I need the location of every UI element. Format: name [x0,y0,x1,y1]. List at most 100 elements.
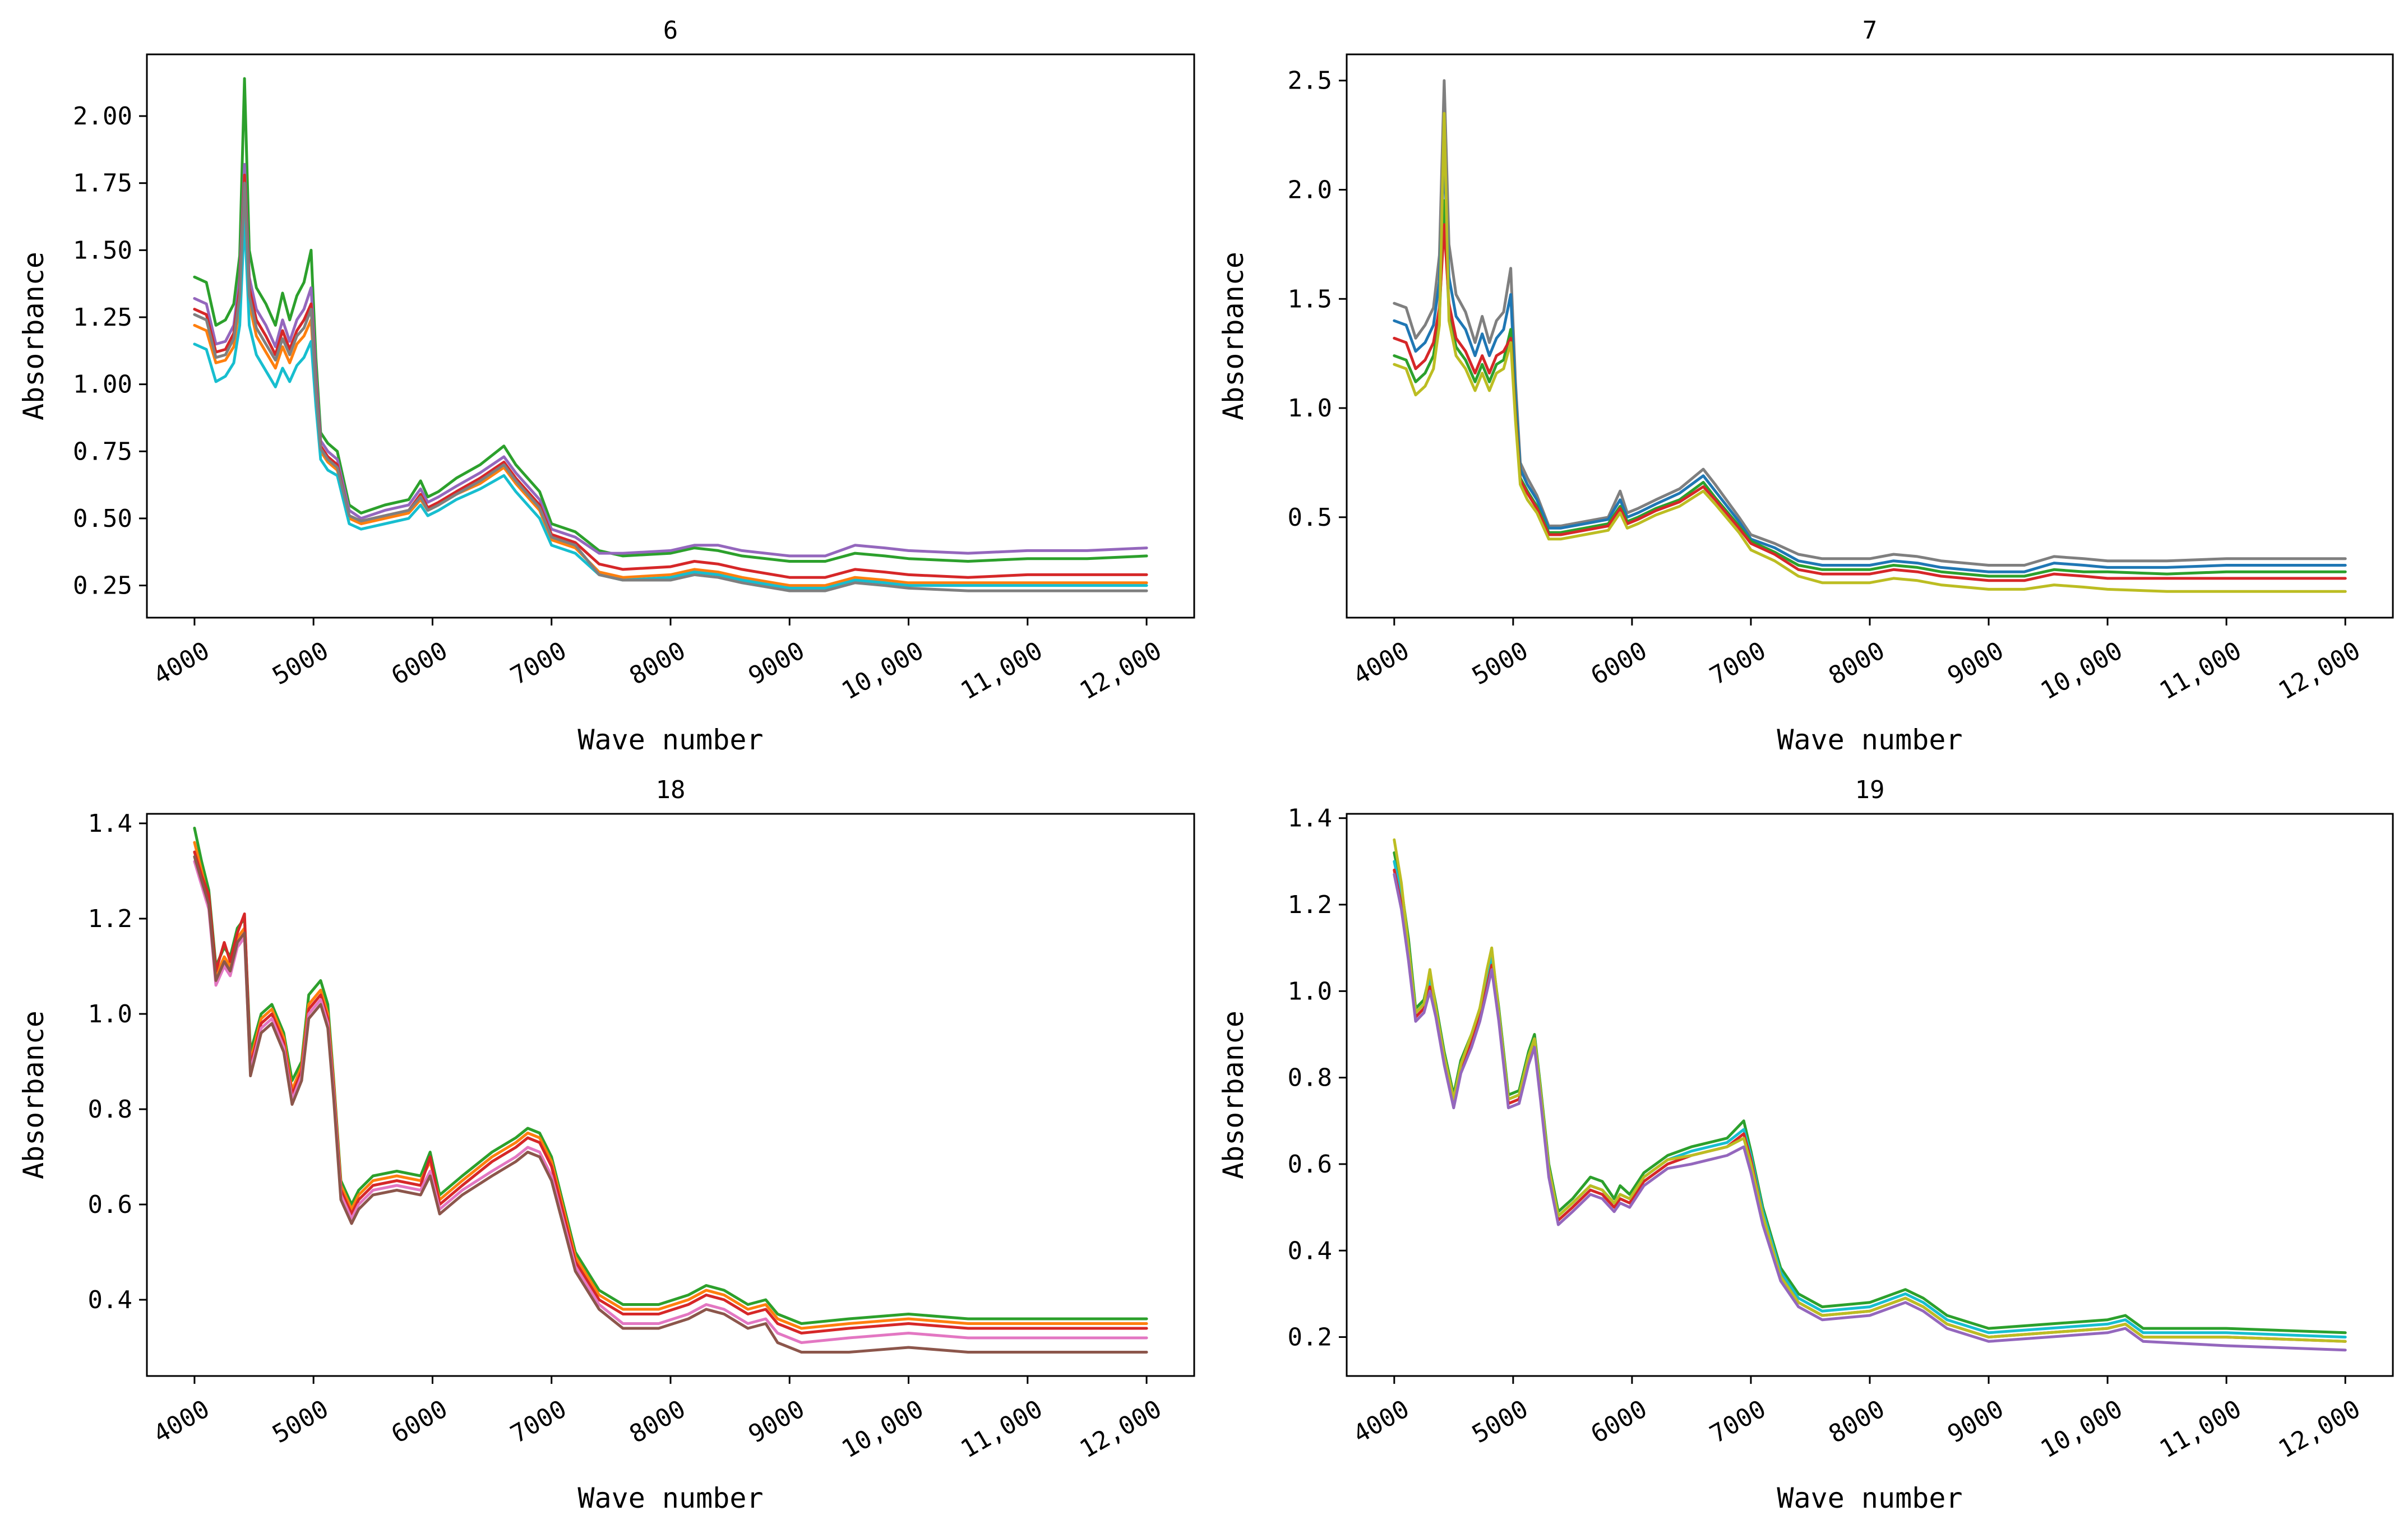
series-line-s4 [193,189,1148,587]
panel-18: 18 4000 5000 6000 7000 8000 9000 10,000 11,000 12… [17,776,1195,1514]
x-tick-label: 6000 [387,1394,452,1449]
y-tick-label: 0.5 [1288,503,1332,532]
y-tick-label: 0.50 [73,504,132,533]
y-tick-label: 0.6 [1288,1150,1332,1179]
x-tick-label: 9000 [1943,636,2008,691]
x-tick-label: 10,000 [2036,636,2127,706]
y-tick-label: 1.2 [88,905,132,933]
x-tick-label: 6000 [1586,636,1652,691]
chart-title: 6 [663,16,678,45]
y-tick-label: 0.4 [1288,1236,1332,1265]
x-tick-label: 9000 [1943,1394,2008,1449]
y-tick-label: 1.5 [1288,285,1332,313]
series-group [1393,79,2347,593]
series-line-s3 [1393,199,2347,578]
x-tick-label: 11,000 [956,636,1047,706]
series-line-s6 [193,182,1148,592]
series-line-s1 [1393,79,2347,567]
x-tick-label: 11,000 [2155,1394,2246,1464]
x-tick-label: 4000 [149,636,214,691]
y-tick-label: 0.6 [88,1190,132,1219]
y-axis-label: Absorbance [17,1011,50,1179]
y-tick-label: 0.4 [88,1286,132,1314]
y-axis-label: Absorbance [17,252,50,420]
x-tick-label: 4000 [1348,1394,1414,1449]
y-axis-label: Absorbance [1217,1011,1250,1179]
y-tick-label: 1.4 [88,809,132,838]
plot-frame [1346,53,2394,619]
x-axis-label: Wave number [1777,724,1962,756]
x-tick-label: 12,000 [2274,636,2365,706]
series-line-s2 [1393,860,2347,1339]
series-line-s5 [1393,873,2347,1352]
x-tick-label: 6000 [387,636,452,691]
plot-frame [146,813,1195,1377]
chart-title: 7 [1862,16,1878,45]
x-tick-label: 9000 [744,636,810,691]
y-tick-label: 1.4 [1288,804,1332,833]
series-line-s3 [1393,868,2347,1343]
x-tick-label: 5000 [267,636,333,691]
series-line-s1 [193,77,1148,563]
x-tick-label: 6000 [1586,1394,1652,1449]
series-line-s1 [1393,851,2347,1335]
y-tick-label: 0.2 [1288,1323,1332,1352]
y-tick-label: 0.25 [73,572,132,600]
x-tick-label: 5000 [267,1394,333,1449]
series-line-s2 [193,841,1148,1330]
y-tick-label: 1.0 [88,1000,132,1028]
series-line-s2 [193,163,1148,558]
y-axis-label: Absorbance [1217,252,1250,420]
y-tick-label: 2.00 [73,102,132,131]
y-tick-label: 0.8 [1288,1064,1332,1092]
plot-frame [1346,813,2394,1377]
series-group [1393,838,2347,1352]
x-tick-label: 11,000 [2155,636,2246,706]
x-tick-label: 10,000 [837,636,928,706]
x-tick-label: 8000 [625,636,690,691]
x-axis-label: Wave number [577,724,763,756]
series-line-s3 [193,850,1148,1335]
x-tick-label: 8000 [625,1394,690,1449]
x-tick-label: 8000 [1824,1394,1889,1449]
series-line-s2 [1393,155,2347,573]
chart-title: 19 [1855,776,1885,804]
series-group [193,827,1148,1354]
y-tick-label: 0.75 [73,437,132,466]
y-tick-label: 1.0 [1288,977,1332,1006]
y-tick-label: 1.2 [1288,891,1332,919]
x-tick-label: 7000 [1705,1394,1771,1449]
series-group [193,77,1148,592]
y-tick-label: 1.25 [73,303,132,332]
series-line-s1 [193,827,1148,1325]
panel-7: 7 4000 5000 6000 7000 8000 9000 10,000 11,000 12,… [1217,16,2394,756]
y-tick-label: 0.8 [88,1095,132,1124]
y-tick-label: 1.0 [1288,394,1332,423]
x-tick-label: 5000 [1467,1394,1533,1449]
y-tick-label: 1.75 [73,169,132,198]
chart-title: 18 [656,776,686,804]
x-tick-label: 4000 [149,1394,214,1449]
y-tick-label: 1.50 [73,236,132,265]
series-line-s4 [193,860,1148,1344]
x-tick-label: 10,000 [837,1394,928,1464]
series-line-s5 [193,855,1148,1354]
x-tick-label: 11,000 [956,1394,1047,1464]
series-line-s5 [193,216,1148,590]
panel-6: 6 4000 5000 6000 7000 8000 9000 10,000 11,000 12,… [17,16,1195,756]
x-tick-label: 5000 [1467,636,1533,691]
series-line-s5 [1393,112,2347,593]
x-tick-label: 8000 [1824,636,1889,691]
x-tick-label: 12,000 [2274,1394,2365,1464]
x-axis-label: Wave number [577,1482,763,1514]
panel-19: 19 4000 5000 6000 7000 8000 9000 10,000 11,000 12… [1217,776,2394,1514]
x-tick-label: 12,000 [1075,1394,1166,1464]
x-tick-label: 4000 [1348,636,1414,691]
series-line-s4 [1393,223,2347,582]
x-axis-label: Wave number [1777,1482,1962,1514]
y-tick-label: 1.00 [73,370,132,399]
series-line-s4 [1393,838,2347,1343]
series-line-s3 [193,173,1148,579]
y-tick-label: 2.0 [1288,176,1332,205]
